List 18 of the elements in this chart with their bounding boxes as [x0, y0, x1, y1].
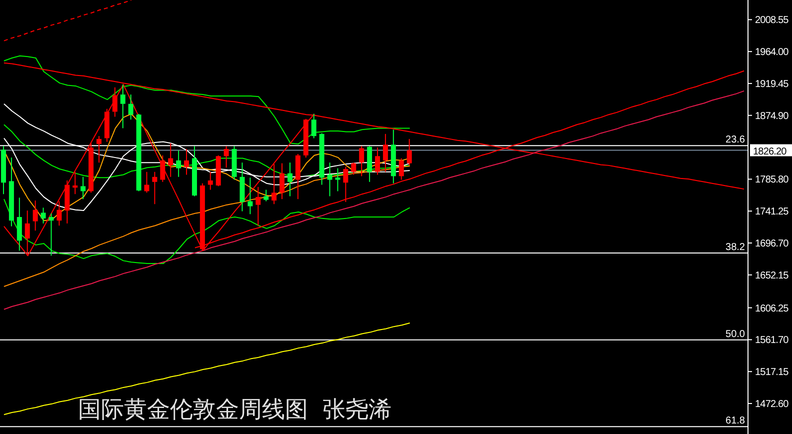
y-tick-label: 1472.60 — [755, 399, 790, 410]
y-tick-label: 1606.25 — [755, 303, 790, 314]
ref-line-label: 23.6 — [726, 134, 746, 146]
y-tick-label: 1785.80 — [755, 174, 790, 186]
y-tick-label: 1919.45 — [755, 79, 790, 90]
y-tick-label: 1874.90 — [755, 110, 790, 122]
ref-line-label: 1826.20 — [753, 146, 788, 158]
y-tick-label: 1652.15 — [755, 270, 790, 282]
ref-line-label: 61.8 — [726, 416, 746, 427]
y-tick-label: 1517.15 — [755, 367, 790, 378]
ref-line-label: 38.2 — [726, 242, 746, 254]
y-tick-label: 1964.00 — [755, 47, 790, 58]
y-tick-label: 1696.70 — [755, 238, 790, 250]
text: 国际黄金伦敦金周线图 张尧浠 — [78, 397, 392, 423]
ref-line-label: 50.0 — [726, 328, 746, 340]
y-tick-label: 1741.25 — [755, 206, 790, 218]
y-tick-label: 1561.70 — [755, 335, 790, 346]
y-tick-label: 2008.55 — [755, 15, 790, 26]
